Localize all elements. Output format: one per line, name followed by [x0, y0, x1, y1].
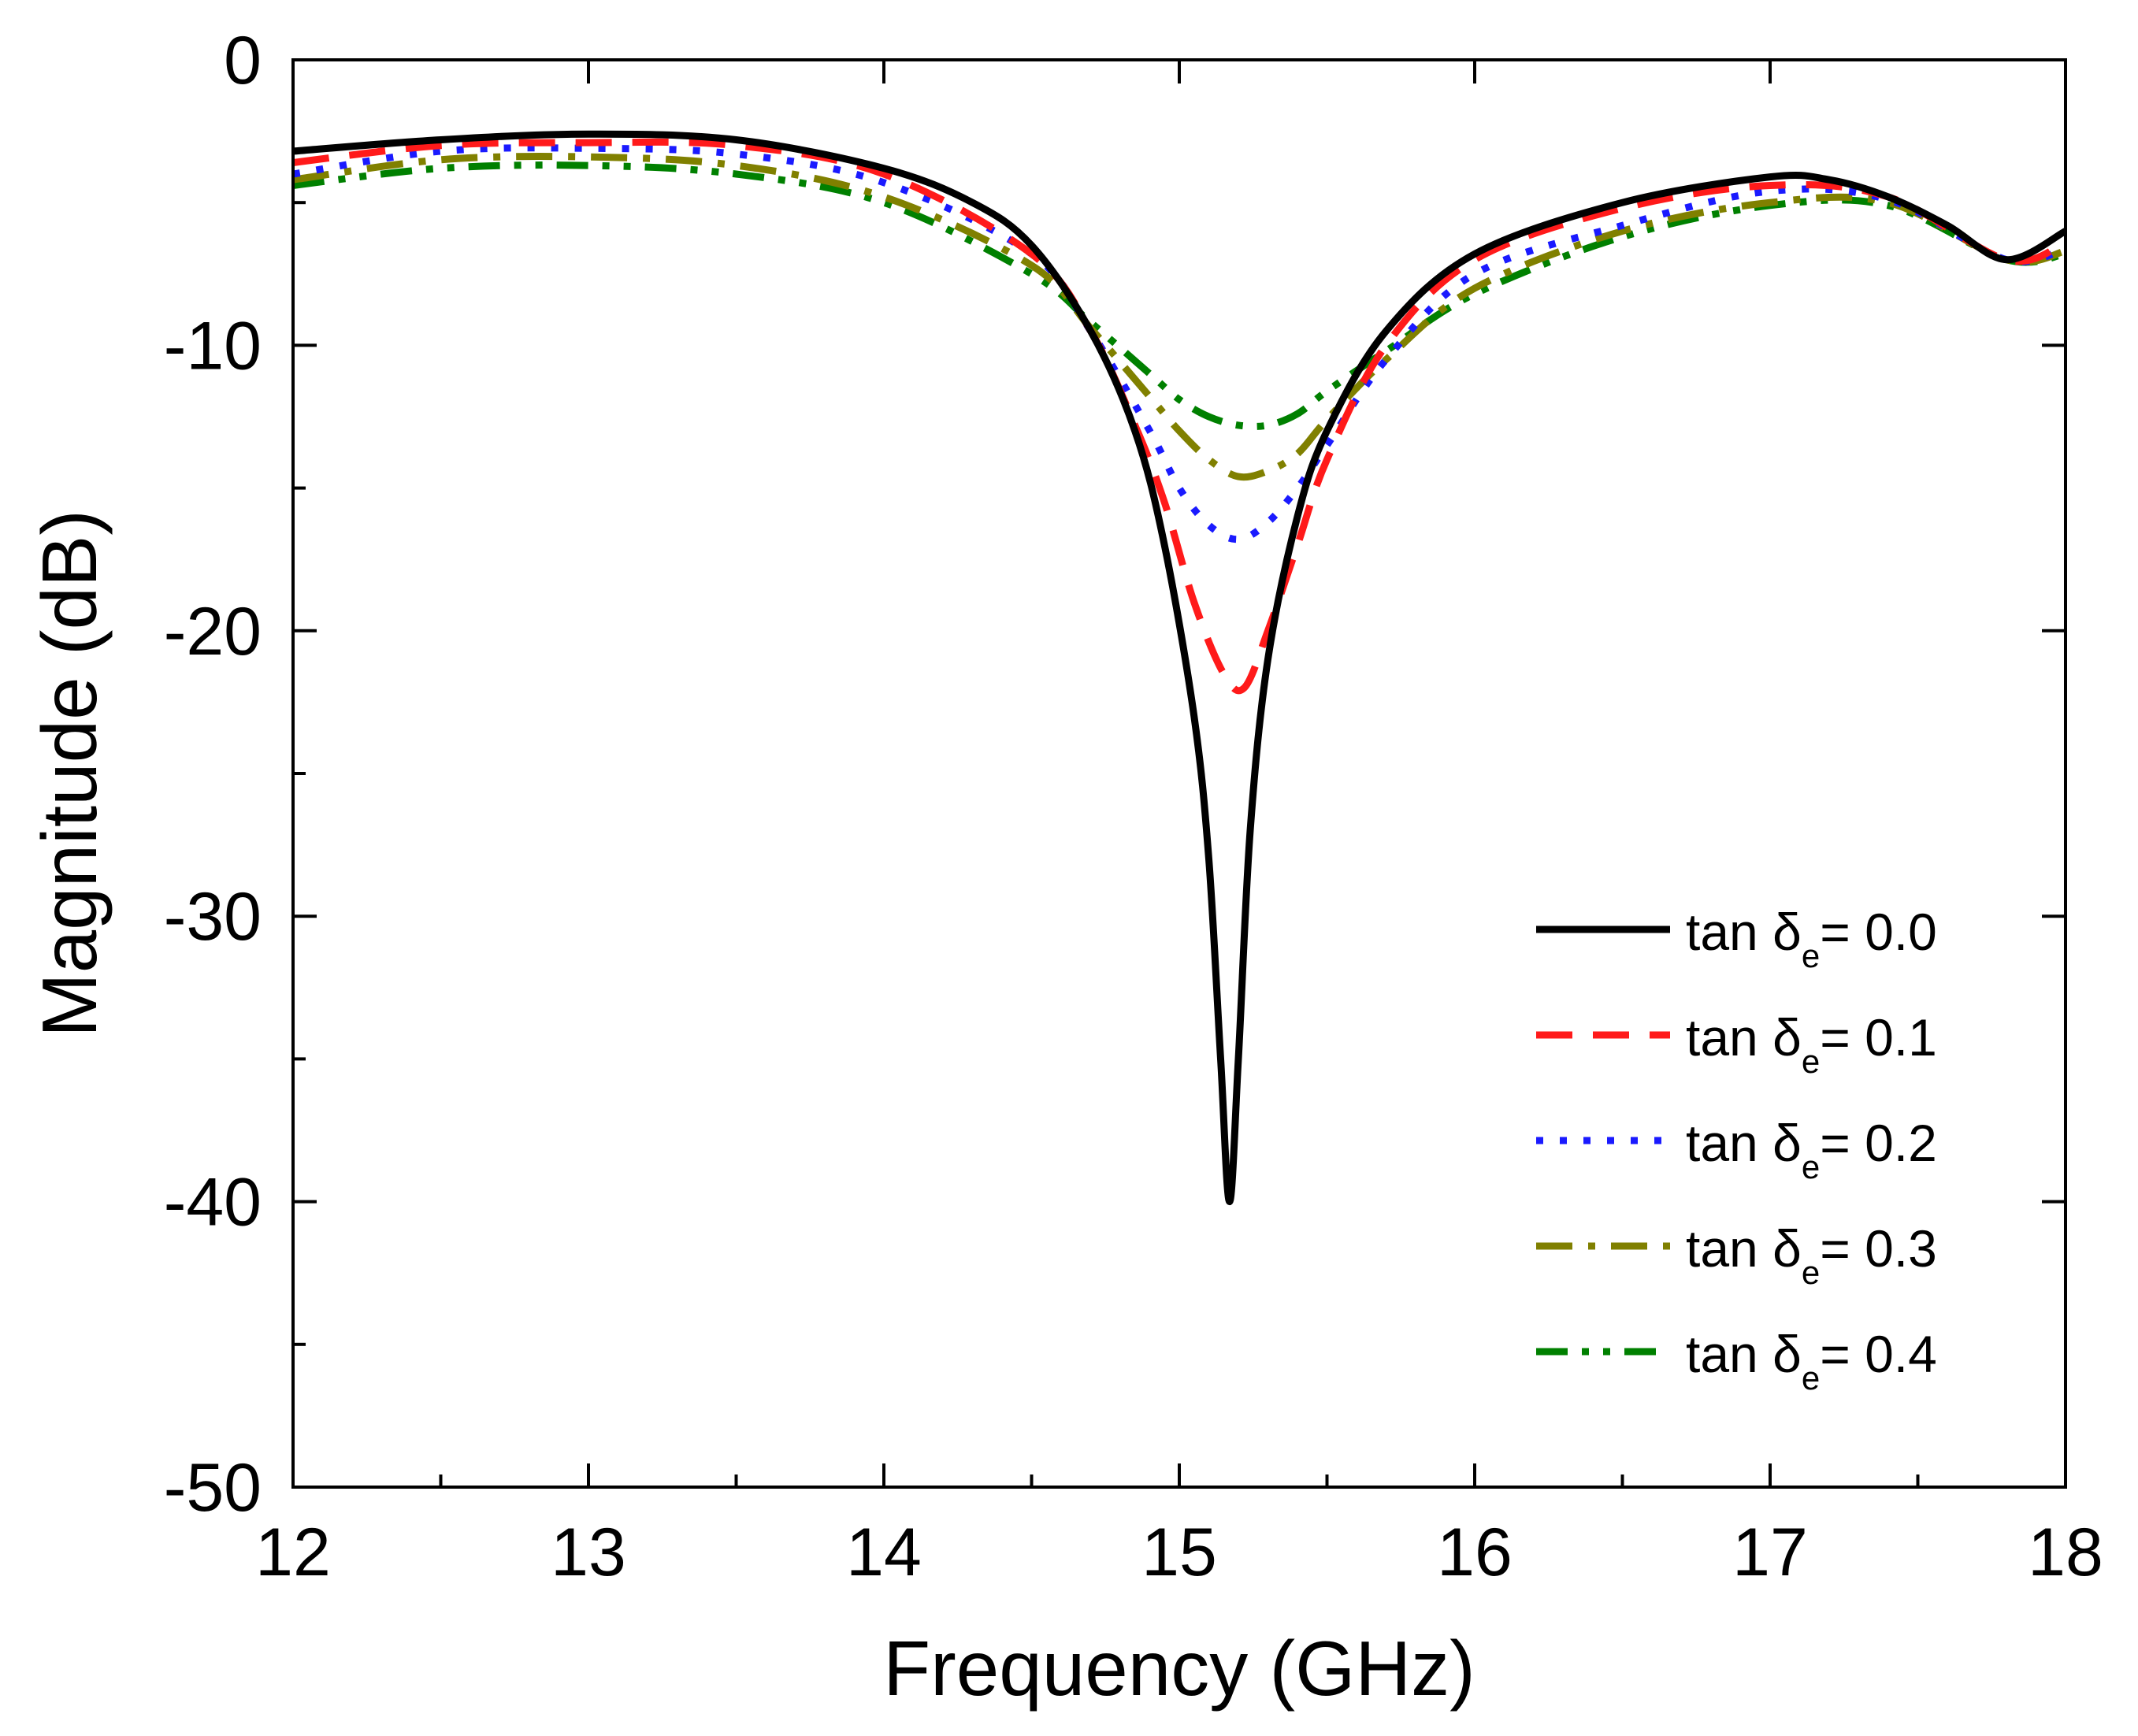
legend-label-main: tan δ — [1686, 903, 1802, 961]
series-line-2 — [293, 144, 2066, 543]
legend-entry-0: tan δe= 0.0 — [1686, 903, 1937, 974]
y-tick-label: -20 — [164, 594, 262, 670]
x-tick-label: 12 — [255, 1515, 331, 1590]
legend-entry-3: tan δe= 0.3 — [1686, 1219, 1937, 1291]
legend-label-sub: e — [1802, 1148, 1820, 1185]
series-line-1 — [293, 138, 2066, 695]
y-tick-label: -10 — [164, 308, 262, 384]
legend-label-value: = 0.0 — [1820, 903, 1937, 961]
legend-label-sub: e — [1802, 1043, 1820, 1080]
x-axis-ticks: 12 13 14 15 16 17 18 — [255, 60, 2103, 1590]
legend-label-value: = 0.3 — [1820, 1219, 1937, 1278]
legend-entry-1: tan δe= 0.1 — [1686, 1008, 1937, 1080]
legend-entry-4: tan δe= 0.4 — [1686, 1325, 1937, 1397]
series-line-0 — [293, 130, 2066, 1206]
x-tick-label: 15 — [1141, 1515, 1217, 1590]
x-tick-label: 16 — [1437, 1515, 1513, 1590]
x-axis-label: Frequency (GHz) — [883, 1625, 1475, 1712]
series-line-3 — [293, 153, 2066, 481]
y-axis-label: Magnitude (dB) — [26, 510, 113, 1037]
x-tick-label: 17 — [1732, 1515, 1808, 1590]
legend-entry-2: tan δe= 0.2 — [1686, 1114, 1937, 1185]
legend-label-main: tan δ — [1686, 1219, 1802, 1278]
legend-label-sub: e — [1802, 1359, 1820, 1397]
plot-area — [293, 60, 2066, 1487]
x-tick-label: 14 — [846, 1515, 922, 1590]
y-axis-ticks: 0 -10 -20 -30 -40 -50 — [164, 23, 2066, 1526]
series-layer — [293, 130, 2066, 1206]
legend-label-value: = 0.2 — [1820, 1114, 1937, 1172]
legend-label-main: tan δ — [1686, 1114, 1802, 1172]
y-tick-label: -50 — [164, 1450, 262, 1526]
x-tick-label: 13 — [551, 1515, 626, 1590]
legend-label-sub: e — [1802, 937, 1820, 974]
legend-label-value: = 0.4 — [1820, 1325, 1937, 1383]
legend-label-main: tan δ — [1686, 1325, 1802, 1383]
y-tick-label: -40 — [164, 1165, 262, 1241]
legend-label-sub: e — [1802, 1254, 1820, 1291]
x-tick-label: 18 — [2028, 1515, 2103, 1590]
legend-label-main: tan δ — [1686, 1008, 1802, 1066]
legend-label-value: = 0.1 — [1820, 1008, 1937, 1066]
y-tick-label: -30 — [164, 879, 262, 955]
y-tick-label: 0 — [224, 23, 262, 98]
